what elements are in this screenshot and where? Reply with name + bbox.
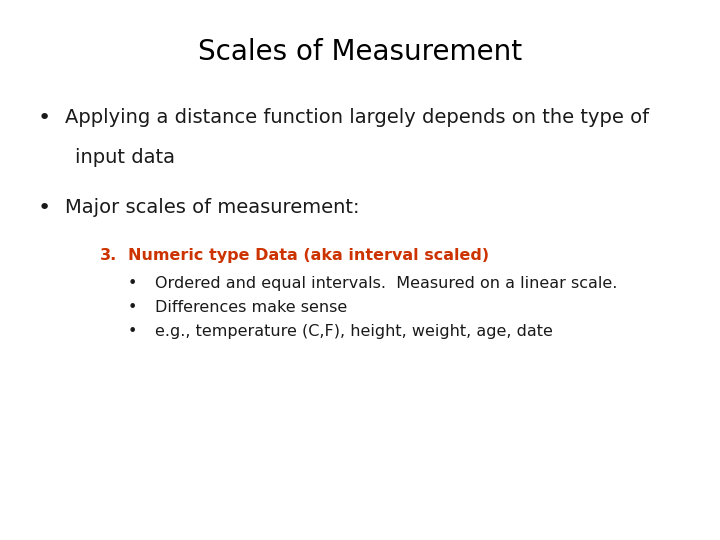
Text: Ordered and equal intervals.  Measured on a linear scale.: Ordered and equal intervals. Measured on…: [155, 276, 617, 291]
Text: Numeric type Data (aka interval scaled): Numeric type Data (aka interval scaled): [128, 248, 489, 263]
Text: input data: input data: [75, 148, 175, 167]
Text: •: •: [128, 300, 138, 315]
Text: •: •: [128, 324, 138, 339]
Text: 3.: 3.: [100, 248, 117, 263]
Text: Applying a distance function largely depends on the type of: Applying a distance function largely dep…: [65, 108, 649, 127]
Text: •: •: [38, 198, 51, 218]
Text: •: •: [38, 108, 51, 128]
Text: •: •: [128, 276, 138, 291]
Text: Differences make sense: Differences make sense: [155, 300, 347, 315]
Text: Major scales of measurement:: Major scales of measurement:: [65, 198, 359, 217]
Text: e.g., temperature (C,F), height, weight, age, date: e.g., temperature (C,F), height, weight,…: [155, 324, 553, 339]
Text: Scales of Measurement: Scales of Measurement: [198, 38, 522, 66]
